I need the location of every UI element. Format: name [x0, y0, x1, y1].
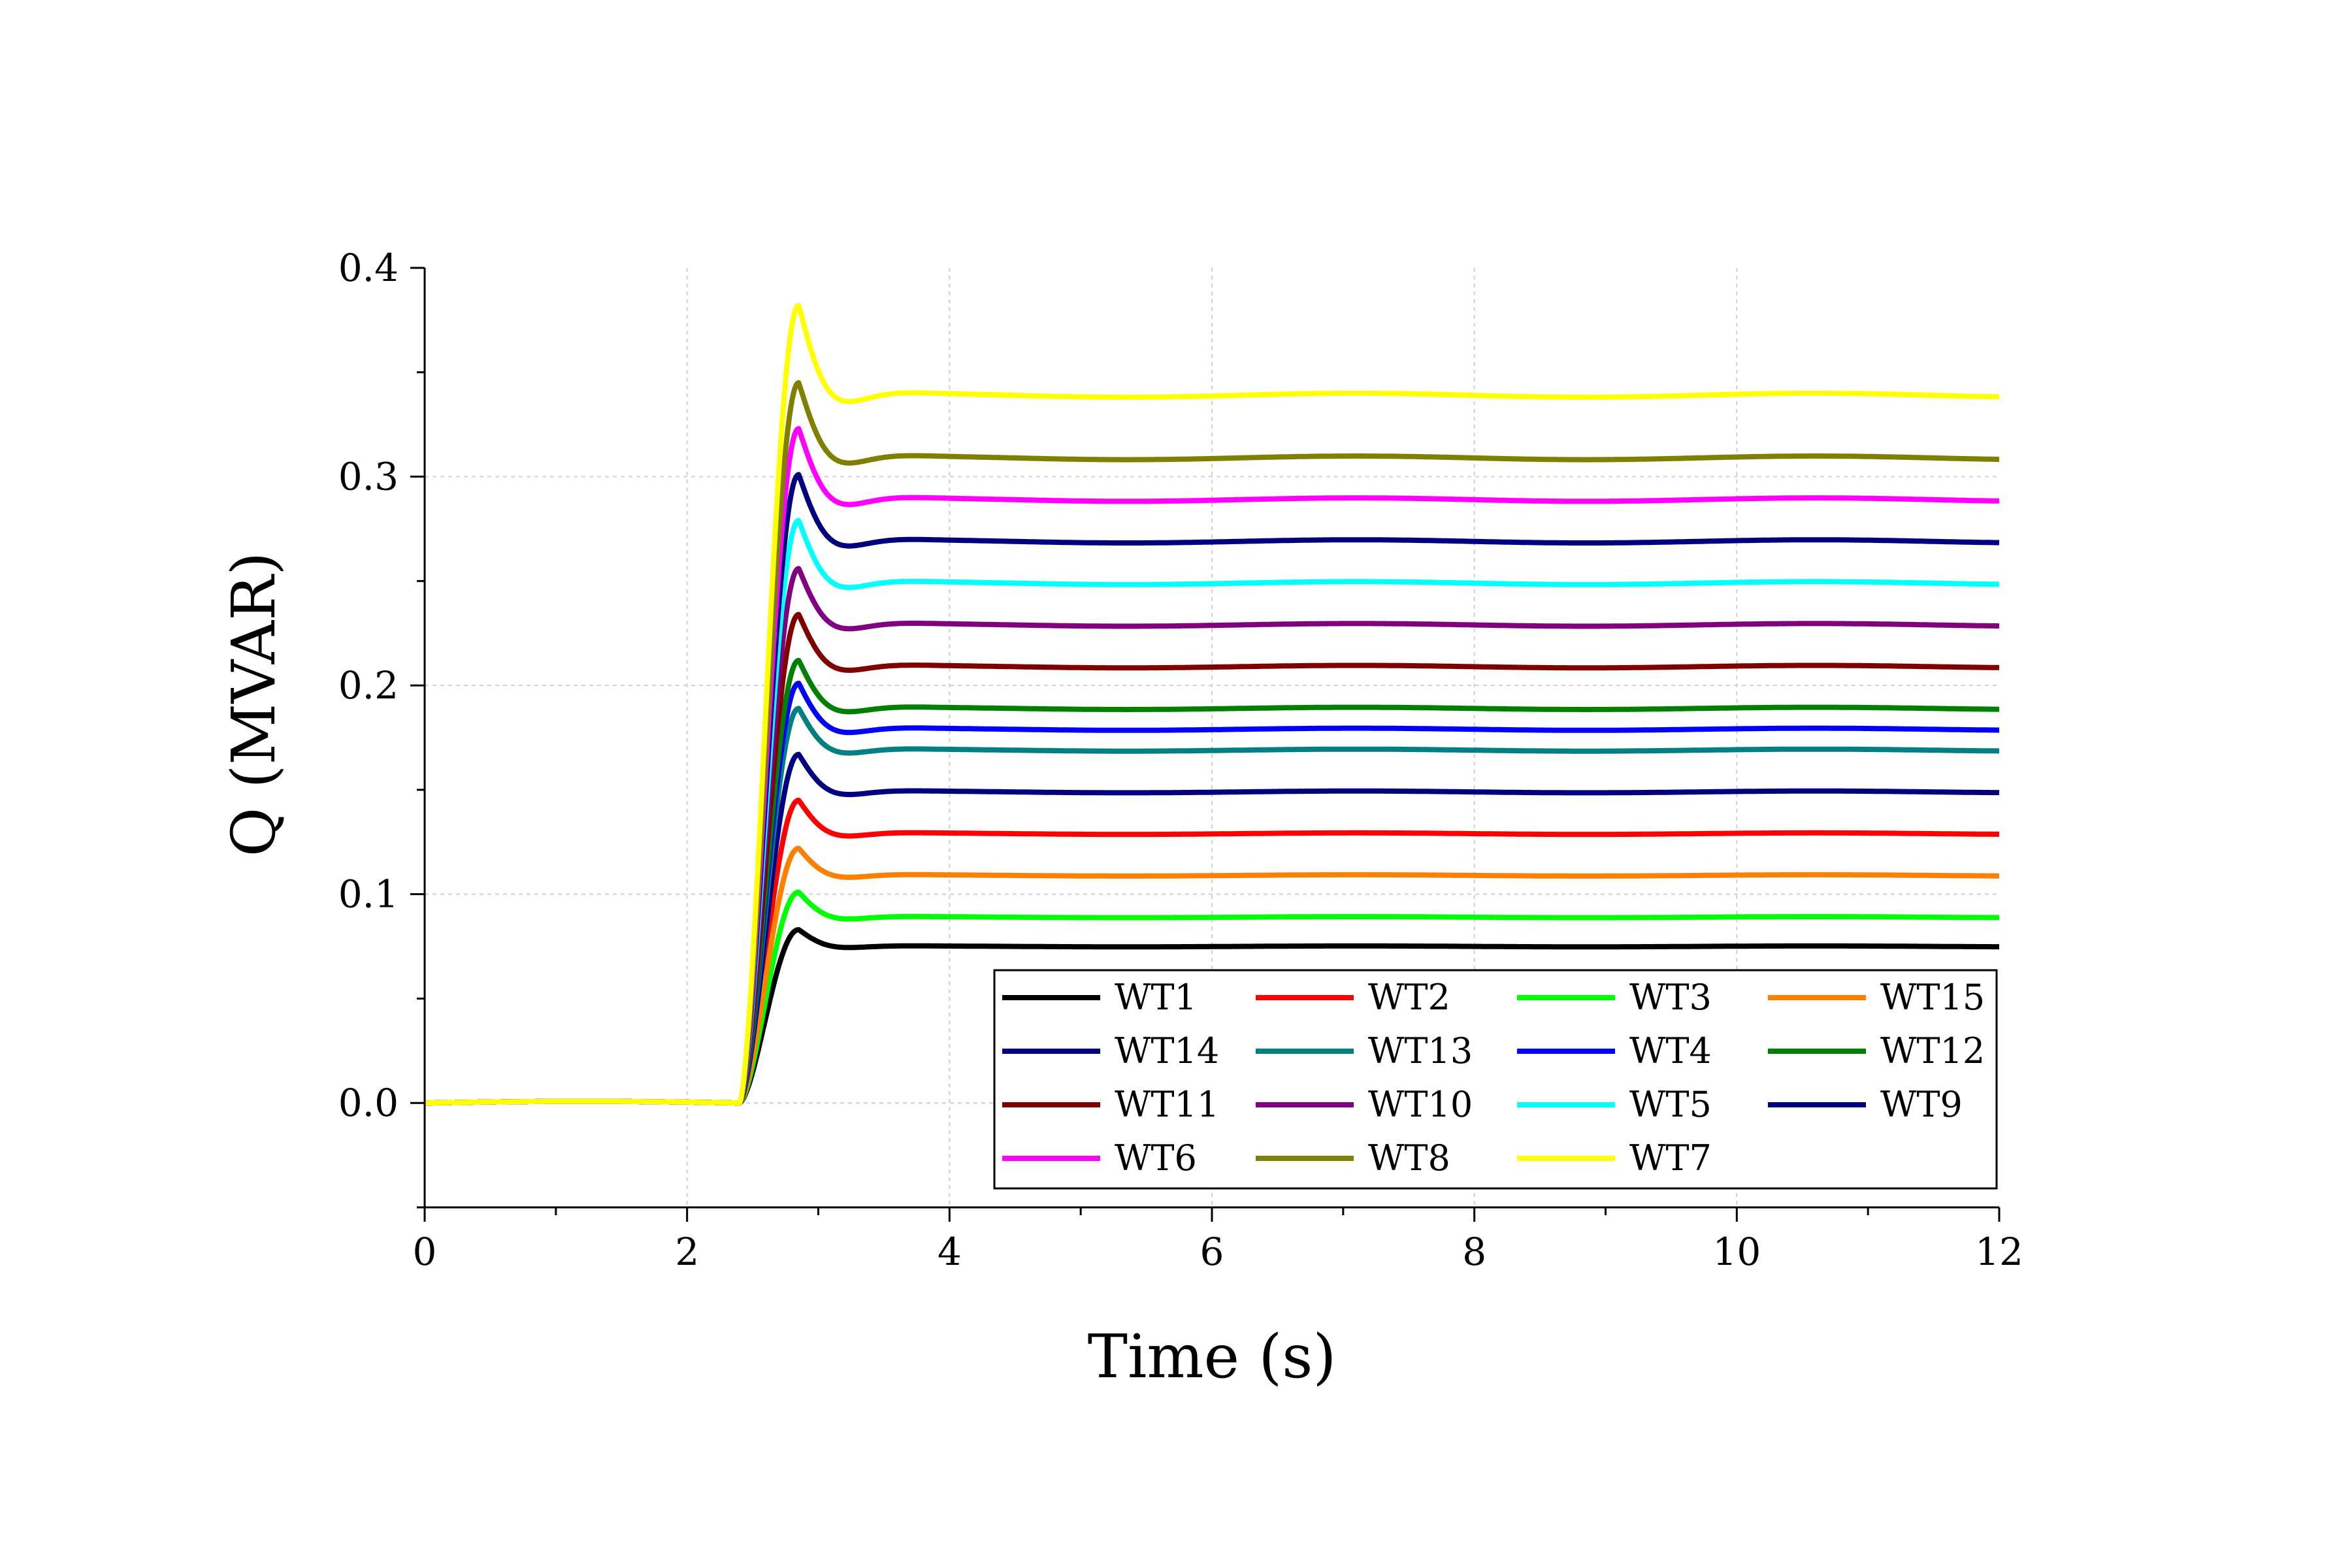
y-tick-label: 0.0: [338, 1081, 399, 1125]
legend: WT1 WT2 WT3 WT15 WT14 WT13 WT4 WT12 WT11 WT10 WT5 W…: [993, 969, 1998, 1190]
ticks: 0 2 4 6 8 10 12 0.0 0.1 0.2 0.3 0.4: [338, 246, 2023, 1274]
legend-label-wt11: WT11: [1115, 1084, 1219, 1125]
series-layer: [423, 302, 2001, 1106]
legend-label-wt3: WT3: [1629, 977, 1712, 1018]
legend-label-wt9: WT9: [1880, 1084, 1963, 1125]
x-tick-label: 0: [413, 1230, 437, 1274]
x-tick-label: 6: [1200, 1230, 1224, 1274]
legend-label-wt10: WT10: [1368, 1084, 1473, 1125]
x-tick-label: 10: [1712, 1230, 1761, 1274]
legend-label-wt6: WT6: [1115, 1137, 1197, 1179]
legend-label-wt15: WT15: [1880, 977, 1985, 1018]
legend-label-wt14: WT14: [1115, 1030, 1219, 1071]
legend-label-wt13: WT13: [1368, 1030, 1473, 1071]
x-tick-label: 8: [1462, 1230, 1486, 1274]
series-line-wt7: [423, 302, 2001, 1106]
x-tick-label: 12: [1975, 1230, 2023, 1274]
legend-label-wt1: WT1: [1115, 977, 1197, 1018]
y-tick-label: 0.1: [338, 872, 399, 917]
legend-label-wt2: WT2: [1368, 977, 1450, 1018]
y-tick-label: 0.2: [338, 663, 399, 708]
legend-label-wt8: WT8: [1368, 1137, 1450, 1179]
legend-label-wt7: WT7: [1629, 1137, 1712, 1179]
y-tick-label: 0.4: [338, 246, 399, 290]
x-tick-label: 4: [938, 1230, 962, 1274]
legend-label-wt4: WT4: [1629, 1030, 1712, 1071]
y-tick-label: 0.3: [338, 455, 399, 499]
legend-box: [993, 969, 1998, 1190]
legend-label-wt12: WT12: [1880, 1030, 1985, 1071]
legend-label-wt5: WT5: [1629, 1084, 1712, 1125]
y-axis-title: Q (MVAR): [219, 552, 289, 857]
x-tick-label: 2: [675, 1230, 699, 1274]
x-axis-title: Time (s): [1088, 1322, 1337, 1392]
